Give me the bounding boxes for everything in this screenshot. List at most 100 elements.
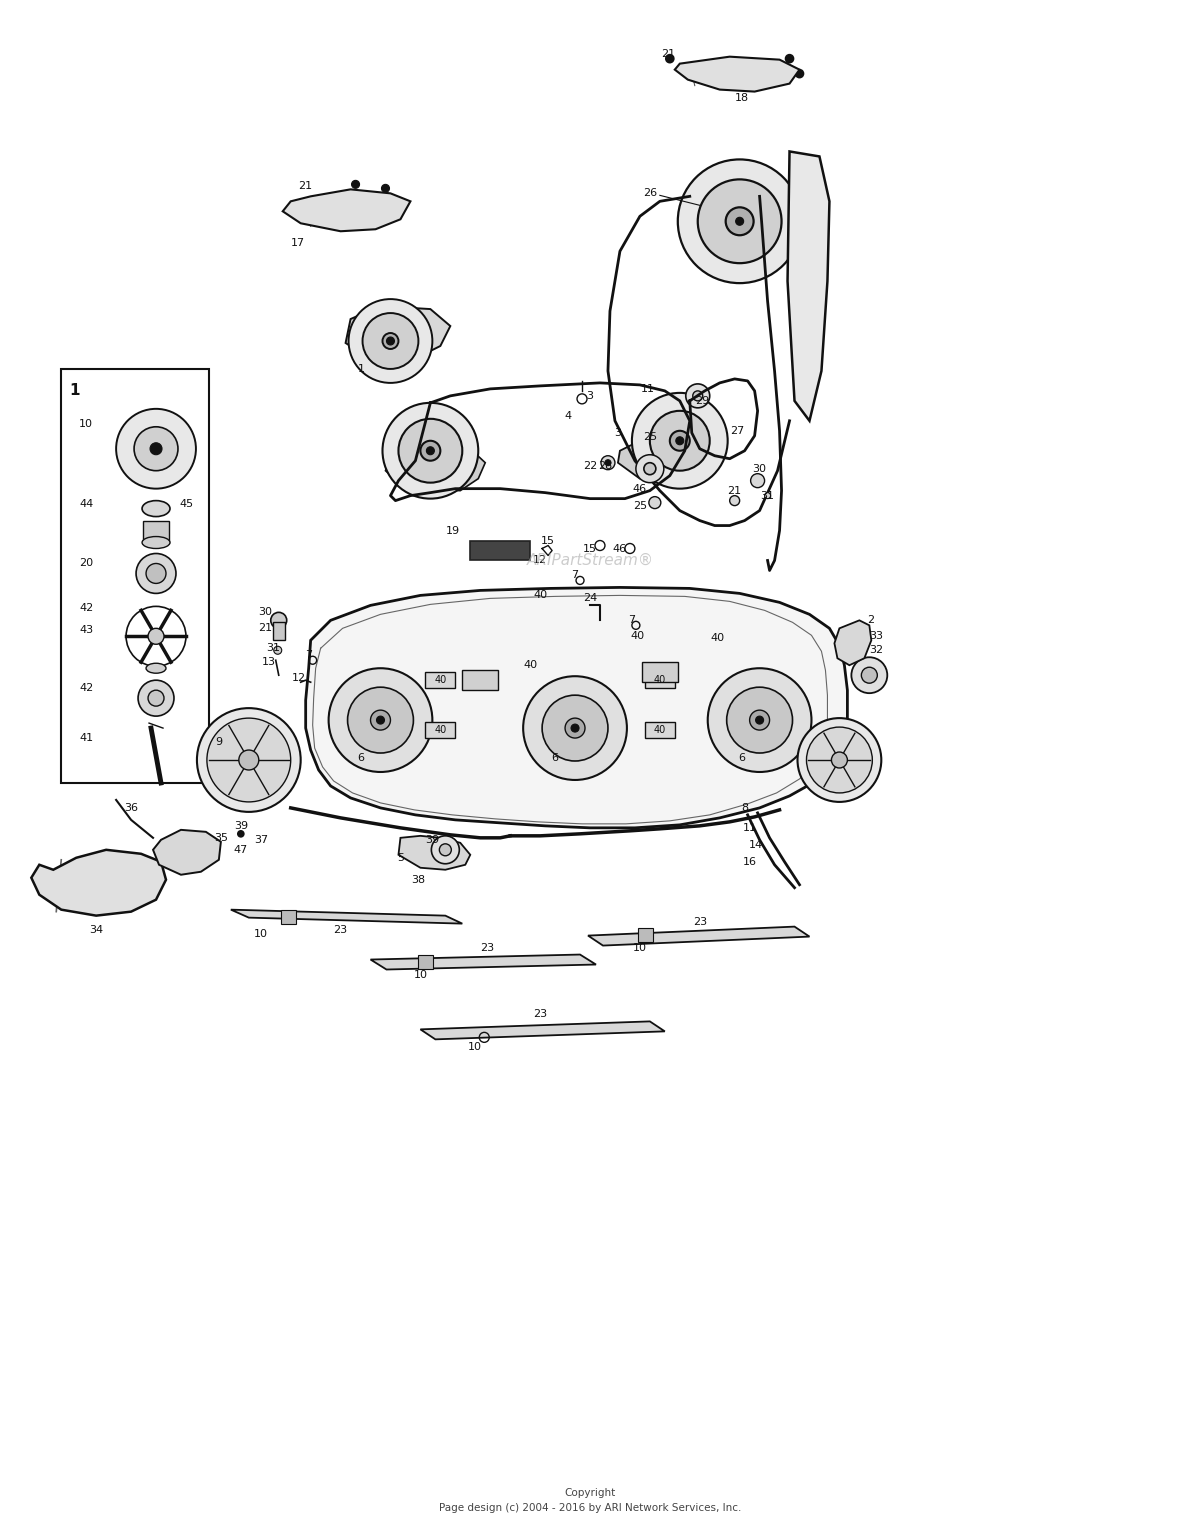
Text: Copyright: Copyright bbox=[564, 1489, 616, 1498]
Text: 7: 7 bbox=[571, 571, 578, 580]
Circle shape bbox=[382, 403, 478, 499]
Text: 43: 43 bbox=[79, 626, 93, 635]
Bar bbox=[463, 670, 498, 690]
Bar bbox=[638, 927, 653, 942]
Circle shape bbox=[806, 727, 872, 793]
Text: 10: 10 bbox=[632, 942, 647, 953]
Text: 31: 31 bbox=[266, 643, 280, 654]
Text: 24: 24 bbox=[583, 594, 597, 603]
Text: 46: 46 bbox=[632, 484, 647, 493]
Text: 15: 15 bbox=[542, 536, 555, 545]
Bar bbox=[61, 370, 209, 783]
Text: 9: 9 bbox=[215, 738, 223, 747]
Circle shape bbox=[432, 835, 459, 864]
Text: 1: 1 bbox=[70, 383, 80, 399]
Circle shape bbox=[270, 612, 287, 628]
Circle shape bbox=[686, 383, 709, 408]
Polygon shape bbox=[386, 446, 485, 490]
Circle shape bbox=[832, 751, 847, 768]
Text: 21: 21 bbox=[299, 182, 313, 191]
Polygon shape bbox=[283, 189, 411, 231]
Circle shape bbox=[632, 392, 728, 489]
Text: 31: 31 bbox=[761, 490, 774, 501]
Text: 22: 22 bbox=[583, 461, 597, 470]
Text: Page design (c) 2004 - 2016 by ARI Network Services, Inc.: Page design (c) 2004 - 2016 by ARI Netwo… bbox=[439, 1503, 741, 1513]
Circle shape bbox=[362, 313, 419, 370]
Circle shape bbox=[542, 695, 608, 760]
Text: 41: 41 bbox=[79, 733, 93, 744]
Bar bbox=[709, 67, 745, 86]
Circle shape bbox=[765, 493, 771, 499]
Text: 29: 29 bbox=[695, 395, 709, 406]
Circle shape bbox=[644, 463, 656, 475]
Circle shape bbox=[328, 669, 432, 773]
Text: 26: 26 bbox=[643, 188, 657, 199]
Text: 39: 39 bbox=[234, 822, 248, 831]
Text: 19: 19 bbox=[446, 525, 460, 536]
Circle shape bbox=[382, 333, 399, 350]
Circle shape bbox=[135, 426, 178, 470]
Circle shape bbox=[206, 718, 290, 802]
Text: 11: 11 bbox=[742, 823, 756, 832]
Circle shape bbox=[523, 676, 627, 780]
Text: 40: 40 bbox=[434, 725, 446, 734]
Text: 42: 42 bbox=[79, 683, 93, 693]
Circle shape bbox=[420, 441, 440, 461]
Circle shape bbox=[274, 646, 282, 654]
Polygon shape bbox=[153, 829, 221, 875]
Text: 12: 12 bbox=[291, 673, 306, 683]
Ellipse shape bbox=[142, 501, 170, 516]
Text: 23: 23 bbox=[693, 916, 707, 927]
Circle shape bbox=[348, 299, 432, 383]
Circle shape bbox=[649, 496, 661, 508]
Text: 36: 36 bbox=[124, 803, 138, 812]
Text: 20: 20 bbox=[79, 559, 93, 568]
Bar bbox=[425, 672, 455, 689]
Text: 40: 40 bbox=[523, 660, 537, 670]
Text: 38: 38 bbox=[412, 875, 426, 884]
Text: 42: 42 bbox=[79, 603, 93, 614]
Text: 44: 44 bbox=[79, 499, 93, 508]
Circle shape bbox=[565, 718, 585, 738]
Text: 10: 10 bbox=[254, 928, 268, 939]
Bar bbox=[425, 722, 455, 738]
Circle shape bbox=[150, 443, 162, 455]
Text: 16: 16 bbox=[742, 857, 756, 867]
Bar bbox=[645, 672, 675, 689]
Polygon shape bbox=[675, 56, 800, 92]
Text: 10: 10 bbox=[468, 1043, 483, 1052]
Circle shape bbox=[348, 687, 413, 753]
Text: 40: 40 bbox=[533, 591, 548, 600]
Text: 23: 23 bbox=[334, 925, 348, 935]
Circle shape bbox=[850, 635, 859, 646]
Text: 3: 3 bbox=[615, 428, 622, 438]
Circle shape bbox=[197, 709, 301, 812]
Circle shape bbox=[795, 70, 804, 78]
Polygon shape bbox=[371, 954, 596, 970]
Circle shape bbox=[426, 447, 434, 455]
Circle shape bbox=[601, 455, 615, 470]
Text: 4: 4 bbox=[564, 411, 571, 421]
Circle shape bbox=[116, 409, 196, 489]
Polygon shape bbox=[588, 927, 809, 945]
Text: 25: 25 bbox=[632, 501, 647, 510]
Circle shape bbox=[843, 628, 866, 652]
Circle shape bbox=[708, 669, 812, 773]
Bar bbox=[419, 954, 433, 968]
Polygon shape bbox=[420, 1022, 664, 1040]
Circle shape bbox=[798, 718, 881, 802]
Circle shape bbox=[697, 179, 781, 263]
Text: 35: 35 bbox=[214, 832, 228, 843]
Polygon shape bbox=[306, 588, 847, 828]
Bar bbox=[642, 663, 677, 683]
Circle shape bbox=[650, 411, 709, 470]
Circle shape bbox=[727, 687, 793, 753]
Polygon shape bbox=[231, 910, 463, 924]
Text: 21: 21 bbox=[728, 486, 742, 496]
Text: 8: 8 bbox=[741, 803, 748, 812]
Text: 3: 3 bbox=[586, 391, 594, 402]
Circle shape bbox=[726, 208, 754, 235]
Circle shape bbox=[146, 563, 166, 583]
Text: 21: 21 bbox=[257, 623, 271, 634]
Circle shape bbox=[387, 337, 394, 345]
